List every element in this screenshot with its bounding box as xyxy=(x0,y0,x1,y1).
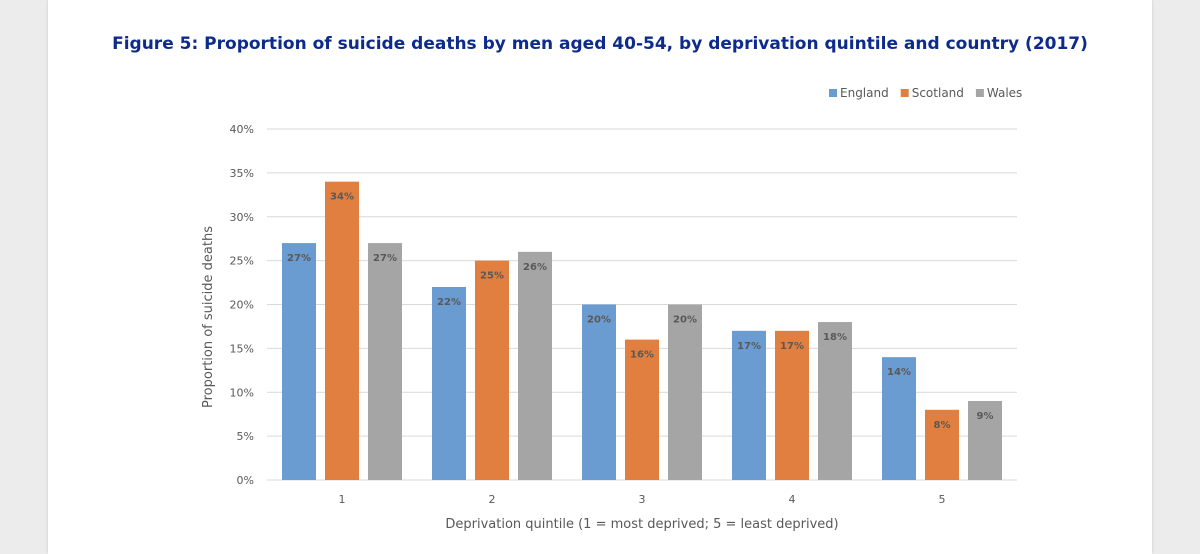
bar-scotland-q3 xyxy=(625,339,659,480)
y-tick-label: 30% xyxy=(230,211,254,224)
x-tick-label: 4 xyxy=(789,493,796,506)
y-tick-label: 25% xyxy=(230,255,254,268)
x-tick-label: 2 xyxy=(489,493,496,506)
x-tick-label: 1 xyxy=(339,493,346,506)
data-label: 14% xyxy=(887,367,911,378)
bar-scotland-q5 xyxy=(925,409,959,480)
y-axis-ticks: 0% 5% 10% 15% 20% 25% 30% 35% 40% xyxy=(230,123,254,487)
bar-scotland-q4 xyxy=(775,330,809,480)
y-tick-label: 5% xyxy=(237,430,254,443)
x-tick-label: 3 xyxy=(639,493,646,506)
bar-wales-q4 xyxy=(818,322,852,480)
y-axis-title: Proportion of suicide deaths xyxy=(201,226,216,408)
x-axis-ticks: 1 2 3 4 5 xyxy=(339,493,946,506)
legend-swatch-england xyxy=(829,89,837,97)
y-tick-label: 15% xyxy=(230,342,254,355)
x-tick-label: 5 xyxy=(939,493,946,506)
legend-label-england: England xyxy=(840,86,889,100)
y-tick-label: 35% xyxy=(230,167,254,180)
data-labels: 27% 34% 27% 22% 25% 26% 20% 16% 20% 17% 17% 18% 14% 8… xyxy=(287,192,993,431)
bar-wales-q3 xyxy=(668,304,702,480)
bar-wales-q1 xyxy=(368,243,402,480)
data-label: 22% xyxy=(437,297,461,308)
y-tick-label: 10% xyxy=(230,386,254,399)
bar-england-q5 xyxy=(882,357,916,480)
data-label: 25% xyxy=(480,271,504,282)
data-label: 17% xyxy=(737,341,761,352)
data-label: 16% xyxy=(630,350,654,361)
legend: England Scotland Wales xyxy=(829,86,1022,100)
data-label: 26% xyxy=(523,262,547,273)
data-label: 27% xyxy=(373,253,397,264)
data-label: 34% xyxy=(330,192,354,203)
data-label: 20% xyxy=(587,315,611,326)
bar-scotland-q2 xyxy=(475,260,509,480)
y-tick-label: 20% xyxy=(230,299,254,312)
chart-title: Figure 5: Proportion of suicide deaths b… xyxy=(112,34,1088,54)
bars xyxy=(282,181,1002,480)
y-tick-label: 40% xyxy=(230,123,254,136)
data-label: 20% xyxy=(673,315,697,326)
data-label: 27% xyxy=(287,253,311,264)
legend-swatch-wales xyxy=(975,89,984,97)
x-axis-title: Deprivation quintile (1 = most deprived;… xyxy=(445,517,838,532)
bar-wales-q5 xyxy=(968,401,1002,480)
data-label: 8% xyxy=(934,420,951,431)
bar-wales-q2 xyxy=(518,251,552,480)
legend-swatch-scotland xyxy=(900,89,909,97)
bar-england-q1 xyxy=(282,243,316,480)
legend-label-wales: Wales xyxy=(987,86,1022,100)
bar-scotland-q1 xyxy=(325,181,359,480)
legend-label-scotland: Scotland xyxy=(912,86,964,100)
bar-england-q3 xyxy=(582,304,616,480)
data-label: 9% xyxy=(977,411,994,422)
bar-england-q4 xyxy=(732,330,766,480)
data-label: 18% xyxy=(823,332,847,343)
bar-england-q2 xyxy=(432,286,466,480)
y-tick-label: 0% xyxy=(237,474,254,487)
data-label: 17% xyxy=(780,341,804,352)
